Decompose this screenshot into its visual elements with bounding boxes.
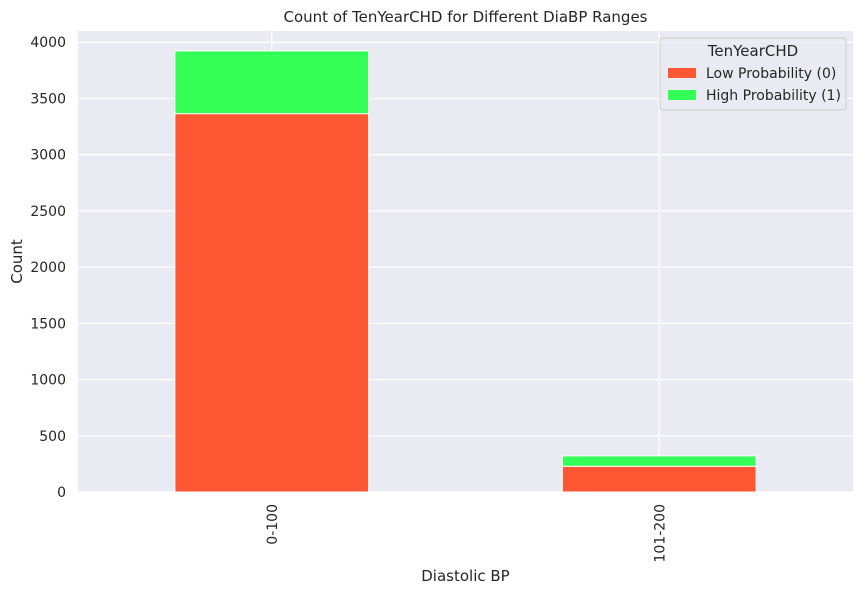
x-axis-label: Diastolic BP: [421, 567, 509, 585]
y-tick-label: 2500: [30, 204, 66, 220]
bar-0-100-high: [174, 50, 370, 115]
y-tick-label: 3500: [30, 91, 66, 107]
legend: TenYearCHD Low Probability (0) High Proba…: [659, 37, 847, 111]
legend-box: [659, 37, 847, 111]
y-tick-label: 1000: [30, 373, 66, 389]
bar-101-200-high: [561, 455, 757, 467]
y-tick-label: 0: [57, 485, 66, 501]
bar-101-200-low: [561, 465, 757, 493]
y-tick-labels: 0 500 1000 1500 2000 2500 3000 3500 4000: [30, 35, 66, 501]
legend-swatch: [668, 90, 696, 100]
legend-swatch: [668, 68, 696, 78]
x-tick-label: 101-200: [652, 504, 668, 563]
y-tick-label: 1500: [30, 316, 66, 332]
x-tick-labels: 0-100 101-200: [265, 504, 669, 563]
legend-title: TenYearCHD: [707, 42, 798, 60]
bar-0-100-low: [174, 113, 370, 493]
legend-entry: Low Probability (0): [706, 66, 836, 82]
x-tick-label: 0-100: [265, 504, 281, 545]
y-tick-label: 2000: [30, 260, 66, 276]
y-axis-label: Count: [8, 239, 26, 284]
y-tick-label: 3000: [30, 148, 66, 164]
chart-title: Count of TenYearCHD for Different DiaBP …: [284, 8, 648, 26]
y-tick-label: 500: [39, 429, 66, 445]
bars: [174, 50, 757, 493]
y-tick-label: 4000: [30, 35, 66, 51]
legend-entry: High Probability (1): [706, 88, 841, 104]
